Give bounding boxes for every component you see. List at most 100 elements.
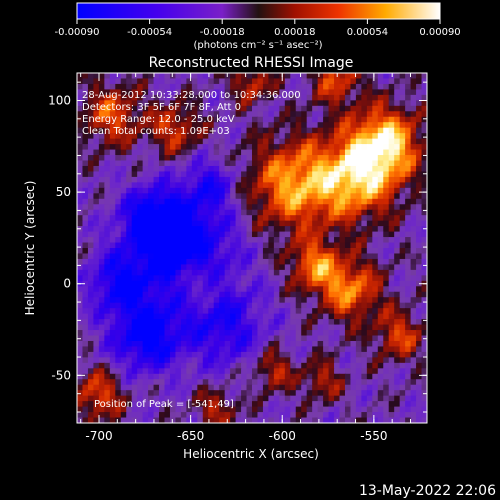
heatmap-cell xyxy=(120,116,127,123)
heatmap-cell xyxy=(421,417,427,423)
heatmap-cell xyxy=(241,330,248,337)
heatmap-cell xyxy=(131,149,138,156)
heatmap-cell xyxy=(262,286,270,293)
heatmap-cell xyxy=(197,237,204,244)
plot-frame xyxy=(76,72,428,424)
heatmap-cell xyxy=(350,160,357,167)
heatmap-cell xyxy=(317,105,324,112)
heatmap-cell xyxy=(77,83,84,91)
heatmap-cell xyxy=(421,160,427,167)
heatmap-cell xyxy=(301,280,308,287)
heatmap-cell xyxy=(126,220,133,227)
heatmap-cell xyxy=(169,122,177,129)
heatmap-cell xyxy=(344,209,352,216)
heatmap-cell xyxy=(191,264,198,271)
heatmap-cell xyxy=(268,105,275,112)
heatmap-cell xyxy=(306,313,313,320)
heatmap-cell xyxy=(164,111,171,118)
heatmap-cell xyxy=(180,351,187,358)
annotation-energy: Energy Range: 12.0 - 25.0 keV xyxy=(82,114,235,125)
heatmap-cell xyxy=(180,127,187,134)
heatmap-cell xyxy=(377,171,384,178)
heatmap-cell xyxy=(180,302,187,309)
heatmap-cell xyxy=(334,248,341,255)
heatmap-cell xyxy=(262,406,270,413)
heatmap-cell xyxy=(169,198,177,205)
heatmap-cell xyxy=(109,94,116,101)
heatmap-cell xyxy=(383,89,390,96)
heatmap-cell xyxy=(328,231,335,238)
heatmap-cell xyxy=(219,275,226,282)
heatmap-cell xyxy=(306,122,313,129)
heatmap-cell xyxy=(126,176,133,183)
heatmap-cell xyxy=(153,100,160,107)
heatmap-cell xyxy=(279,291,286,298)
heatmap-cell xyxy=(284,220,291,227)
heatmap-cell xyxy=(169,357,177,364)
heatmap-cell xyxy=(416,198,423,205)
heatmap-cell xyxy=(295,242,302,249)
heatmap-cell xyxy=(213,149,220,156)
heatmap-cell xyxy=(153,105,160,112)
heatmap-cell xyxy=(323,226,330,233)
heatmap-cell xyxy=(312,105,319,112)
heatmap-cell xyxy=(235,357,242,364)
heatmap-cell xyxy=(148,302,155,309)
heatmap-cell xyxy=(355,127,362,134)
heatmap-cell xyxy=(148,127,155,134)
heatmap-cell xyxy=(246,412,253,419)
heatmap-cell xyxy=(131,412,138,419)
heatmap-cell xyxy=(339,335,346,342)
heatmap-cell xyxy=(87,384,95,391)
heatmap-cell xyxy=(355,390,362,397)
heatmap-cell xyxy=(323,340,330,348)
heatmap-cell xyxy=(131,100,138,107)
heatmap-cell xyxy=(388,335,395,342)
heatmap-cell xyxy=(306,160,313,167)
heatmap-cell xyxy=(126,165,133,173)
heatmap-cell xyxy=(295,319,302,326)
heatmap-cell xyxy=(104,133,111,140)
heatmap-cell xyxy=(137,384,144,391)
heatmap-cell xyxy=(290,89,297,96)
heatmap-cell xyxy=(186,165,193,173)
heatmap-cell xyxy=(77,373,84,380)
heatmap-cell xyxy=(202,395,209,402)
heatmap-cell xyxy=(213,269,220,276)
heatmap-cell xyxy=(169,406,177,413)
heatmap-cell xyxy=(410,384,417,391)
heatmap-cell xyxy=(268,94,275,101)
heatmap-cell xyxy=(230,319,237,326)
heatmap-cell xyxy=(361,417,368,423)
heatmap-cell xyxy=(328,209,335,216)
heatmap-cell xyxy=(137,357,144,364)
heatmap-cell xyxy=(421,231,427,238)
heatmap-cell xyxy=(175,379,182,386)
heatmap-cell xyxy=(334,390,341,397)
heatmap-cell xyxy=(104,313,111,320)
heatmap-cell xyxy=(77,406,84,413)
heatmap-cell xyxy=(399,401,406,408)
heatmap-cell xyxy=(323,324,330,331)
heatmap-cell xyxy=(197,89,204,96)
heatmap-cell xyxy=(344,226,352,233)
heatmap-cell xyxy=(366,78,373,85)
heatmap-cell xyxy=(394,340,401,348)
heatmap-cell xyxy=(219,395,226,402)
heatmap-cell xyxy=(410,144,417,151)
heatmap-cell xyxy=(268,171,275,178)
heatmap-cell xyxy=(262,94,270,101)
heatmap-cell xyxy=(82,204,89,211)
heatmap-cell xyxy=(366,165,373,173)
heatmap-cell xyxy=(230,313,237,320)
heatmap-cell xyxy=(388,198,395,205)
heatmap-cell xyxy=(169,340,177,348)
heatmap-cell xyxy=(224,324,231,331)
heatmap-cell xyxy=(164,395,171,402)
heatmap-cell xyxy=(175,302,182,309)
heatmap-cell xyxy=(115,237,122,244)
heatmap-cell xyxy=(416,204,423,211)
heatmap-cell xyxy=(180,226,187,233)
heatmap-cell xyxy=(416,401,423,408)
heatmap-cell xyxy=(290,340,297,348)
